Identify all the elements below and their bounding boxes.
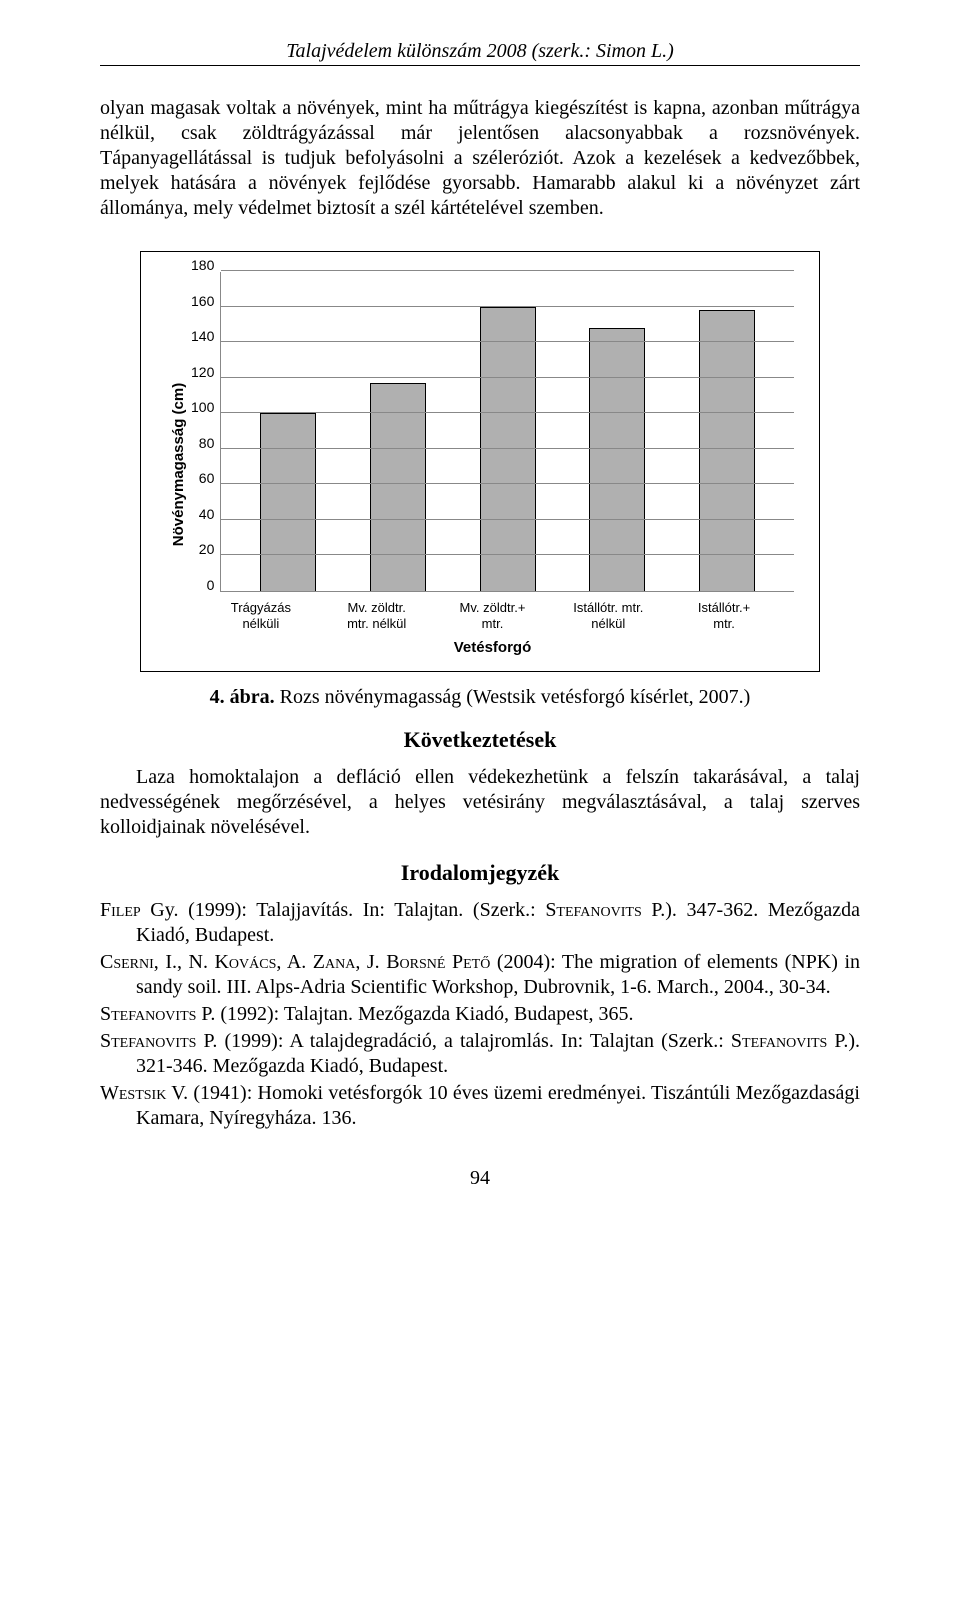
bar-chart: Növénymagasság (cm) 18016014012010080604… [140, 251, 820, 672]
bar [370, 383, 426, 591]
plot-area [220, 272, 794, 592]
x-tick-label: Mv. zöldtr.+ mtr. [447, 600, 537, 631]
bar [480, 307, 536, 591]
x-tick-label: Trágyázás nélküli [216, 600, 306, 631]
page-number: 94 [100, 1167, 860, 1190]
grid-line [221, 341, 794, 342]
page-header: Talajvédelem különszám 2008 (szerk.: Sim… [100, 40, 860, 66]
figure-caption: 4. ábra. Rozs növénymagasság (Westsik ve… [100, 686, 860, 709]
grid-line [221, 306, 794, 307]
reference-item: Stefanovits P. (1999): A talajdegradáció… [100, 1029, 860, 1079]
figure-caption-number: 4. ábra. [210, 686, 275, 708]
grid-line [221, 377, 794, 378]
grid-line [221, 270, 794, 271]
reference-item: Filep Gy. (1999): Talajjavítás. In: Tala… [100, 898, 860, 948]
section-conclusions-heading: Következtetések [100, 727, 860, 753]
bar [589, 328, 645, 591]
y-axis-ticks: 180160140120100806040200 [191, 272, 220, 592]
grid-line [221, 519, 794, 520]
bar [699, 310, 755, 591]
x-axis-label: Vetésforgó [191, 639, 794, 656]
grid-line [221, 412, 794, 413]
x-tick-label: Istállótr.+ mtr. [679, 600, 769, 631]
grid-line [221, 448, 794, 449]
paragraph-intro: olyan magasak voltak a növények, mint ha… [100, 96, 860, 221]
y-axis-label: Növénymagasság (cm) [166, 272, 191, 656]
x-axis-ticks: Trágyázás nélküli Mv. zöldtr. mtr. nélkül… [191, 592, 794, 631]
reference-item: Cserni, I., N. Kovács, A. Zana, J. Borsn… [100, 950, 860, 1000]
x-tick-label: Mv. zöldtr. mtr. nélkül [332, 600, 422, 631]
grid-line [221, 483, 794, 484]
bar [260, 413, 316, 591]
section-references-heading: Irodalomjegyzék [100, 860, 860, 886]
reference-item: Westsik V. (1941): Homoki vetésforgók 10… [100, 1081, 860, 1131]
paragraph-conclusions: Laza homoktalajon a defláció ellen védek… [100, 765, 860, 840]
grid-line [221, 554, 794, 555]
figure-caption-text: Rozs növénymagasság (Westsik vetésforgó … [275, 686, 751, 708]
reference-item: Stefanovits P. (1992): Talajtan. Mezőgaz… [100, 1002, 860, 1027]
x-tick-label: Istállótr. mtr. nélkül [563, 600, 653, 631]
